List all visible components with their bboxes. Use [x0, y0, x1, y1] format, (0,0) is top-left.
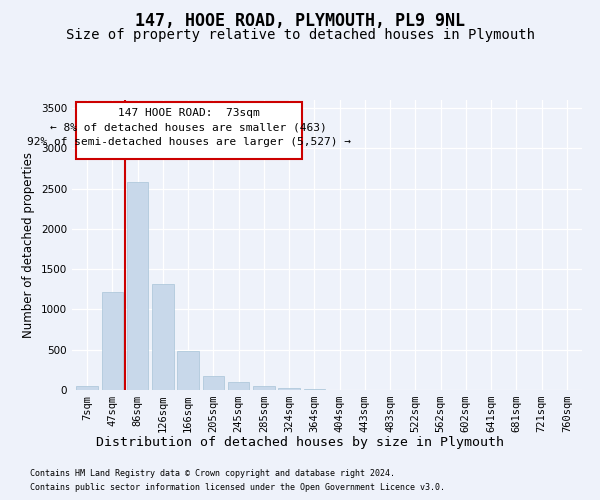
Bar [253, 386, 275, 390]
Bar [152, 284, 173, 390]
FancyBboxPatch shape [76, 102, 302, 159]
Bar [203, 376, 224, 390]
Text: Contains HM Land Registry data © Crown copyright and database right 2024.: Contains HM Land Registry data © Crown c… [30, 468, 395, 477]
Y-axis label: Number of detached properties: Number of detached properties [22, 152, 35, 338]
Text: Distribution of detached houses by size in Plymouth: Distribution of detached houses by size … [96, 436, 504, 449]
Bar [76, 386, 98, 390]
Bar [178, 352, 199, 390]
Bar [228, 382, 250, 390]
Text: 147 HOOE ROAD:  73sqm: 147 HOOE ROAD: 73sqm [118, 108, 260, 118]
Text: ← 8% of detached houses are smaller (463): ← 8% of detached houses are smaller (463… [50, 122, 327, 132]
Bar [278, 388, 300, 390]
Bar [304, 389, 325, 390]
Text: Size of property relative to detached houses in Plymouth: Size of property relative to detached ho… [65, 28, 535, 42]
Text: 92% of semi-detached houses are larger (5,527) →: 92% of semi-detached houses are larger (… [27, 137, 351, 147]
Text: 147, HOOE ROAD, PLYMOUTH, PL9 9NL: 147, HOOE ROAD, PLYMOUTH, PL9 9NL [135, 12, 465, 30]
Bar [127, 182, 148, 390]
Bar [101, 292, 123, 390]
Text: Contains public sector information licensed under the Open Government Licence v3: Contains public sector information licen… [30, 484, 445, 492]
